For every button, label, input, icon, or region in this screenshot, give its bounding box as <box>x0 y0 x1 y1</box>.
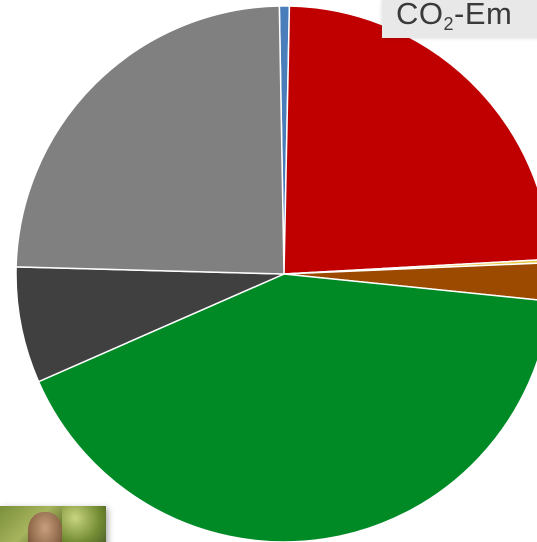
chart-title-box: CO2-Em <box>382 0 537 38</box>
pie-slices <box>15 5 537 542</box>
person-photo-thumbnail <box>0 506 106 542</box>
chart-title: CO2-Em <box>396 0 512 35</box>
pie-slice-5 <box>15 266 285 383</box>
chart-title-prefix: CO <box>396 0 444 31</box>
pie-slice-3 <box>283 262 537 301</box>
chart-title-subscript: 2 <box>443 14 455 34</box>
pie-slice-1 <box>283 5 537 275</box>
pie-slice-4 <box>37 273 537 542</box>
photo-face <box>28 512 62 542</box>
pie-slice-6 <box>15 5 285 275</box>
chart-title-suffix: -Em <box>454 0 513 31</box>
pie-slice-2 <box>283 259 537 275</box>
photo-foliage <box>62 506 106 542</box>
